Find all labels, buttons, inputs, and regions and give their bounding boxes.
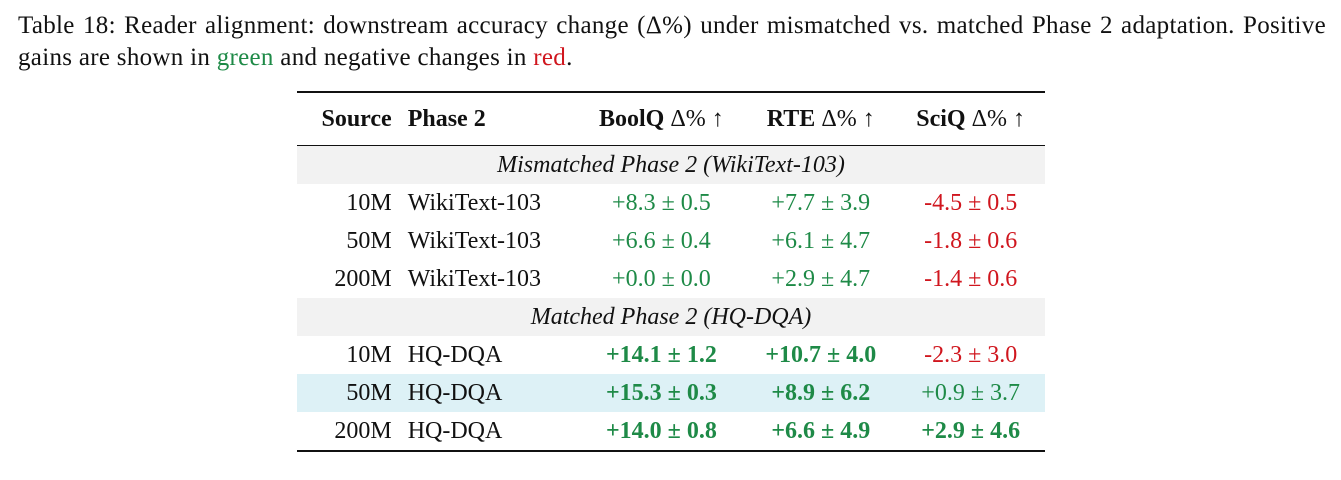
header-row: Source Phase 2 BoolQ Δ% ↑ RTE Δ% ↑ SciQ Δ% ↑ (297, 92, 1045, 146)
column-header: Source (297, 92, 400, 146)
mean: -4.5 (924, 189, 963, 216)
value-cell: -4.5 ± 0.5 (896, 184, 1045, 222)
mean: +6.6 (612, 227, 656, 254)
value-cell: -2.3 ± 3.0 (896, 336, 1045, 374)
header-name: SciQ (916, 105, 966, 132)
error: ± 0.3 (667, 379, 717, 406)
data-row: 10M WikiText-103 +8.3 ± 0.5 +7.7 ± 3.9 -4.5 … (297, 184, 1045, 222)
source-cell: 200M (334, 417, 392, 444)
error: ± 4.7 (820, 227, 871, 254)
phase-cell: HQ-DQA (407, 341, 503, 368)
error: ± 6.2 (821, 379, 871, 406)
error: ± 4.6 (970, 417, 1021, 444)
source-cell: 50M (346, 227, 392, 254)
group-title: Matched Phase 2 (HQ-DQA) (297, 298, 1045, 336)
value-cell: +0.9 ± 3.7 (896, 374, 1045, 412)
mean: -1.4 (924, 265, 963, 292)
mean: +15.3 (605, 379, 662, 406)
value-cell: +6.6 ± 0.4 (578, 222, 746, 260)
phase-cell: WikiText-103 (407, 227, 542, 254)
header-name: BoolQ (599, 105, 665, 132)
phase-cell: WikiText-103 (407, 189, 542, 216)
error: ± 0.5 (661, 189, 711, 216)
header-unit: Δ% ↑ (821, 105, 875, 132)
header-name: RTE (766, 105, 816, 132)
mean: +14.0 (605, 417, 662, 444)
value-cell: +14.0 ± 0.8 (578, 412, 746, 451)
mean: -2.3 (924, 341, 963, 368)
header-unit: Δ% ↑ (670, 105, 724, 132)
error: ± 0.5 (968, 189, 1018, 216)
source-cell: 50M (297, 374, 400, 412)
value-cell: +2.9 ± 4.7 (745, 260, 896, 298)
mean: +10.7 (765, 341, 822, 368)
group-row: Mismatched Phase 2 (WikiText-103) (297, 145, 1045, 184)
error: ± 3.7 (970, 379, 1021, 406)
caption: Table 18: Reader alignment: downstream a… (18, 10, 1326, 74)
group-row: Matched Phase 2 (HQ-DQA) (297, 298, 1045, 336)
column-header: RTE Δ% ↑ (745, 92, 897, 146)
mean: +7.7 (771, 189, 815, 216)
value-cell: +6.1 ± 4.7 (745, 222, 896, 260)
header-unit: Δ% ↑ (971, 105, 1026, 132)
header-name: Source (321, 105, 392, 132)
caption-text: Table 18: Reader alignment: downstream a… (18, 12, 1326, 71)
phase-cell: HQ-DQA (399, 374, 578, 412)
error: ± 0.6 (968, 227, 1018, 254)
data-row: 50M WikiText-103 +6.6 ± 0.4 +6.1 ± 4.7 -1.8 … (297, 222, 1045, 260)
phase-cell: WikiText-103 (407, 265, 542, 292)
data-row: 200M HQ-DQA +14.0 ± 0.8 +6.6 ± 4.9 +2.9 ± 4.… (297, 412, 1045, 451)
mean: +2.9 (921, 417, 965, 444)
caption-text: red (533, 44, 567, 71)
mean: -1.8 (924, 227, 963, 254)
value-cell: +15.3 ± 0.3 (577, 374, 746, 412)
source-cell: 200M (334, 265, 392, 292)
value-cell: +8.9 ± 6.2 (745, 374, 897, 412)
caption-text: and negative changes in (273, 44, 534, 71)
value-cell: +2.9 ± 4.6 (896, 412, 1045, 451)
data-row: 50M HQ-DQA +15.3 ± 0.3 +8.9 ± 6.2 +0.9 ± 3.7 (297, 374, 1045, 412)
column-header: BoolQ Δ% ↑ (577, 92, 746, 146)
mean: +8.3 (612, 189, 656, 216)
error: ± 0.4 (661, 227, 711, 254)
mean: +6.6 (771, 417, 816, 444)
error: ± 0.6 (968, 265, 1018, 292)
mean: +0.0 (612, 265, 656, 292)
value-cell: -1.4 ± 0.6 (896, 260, 1045, 298)
source-cell: 10M (346, 341, 392, 368)
caption-text: green (216, 44, 274, 71)
results-table: Source Phase 2 BoolQ Δ% ↑ RTE Δ% ↑ SciQ Δ% ↑… (297, 91, 1045, 452)
value-cell: +7.7 ± 3.9 (745, 184, 896, 222)
caption-text: . (566, 44, 573, 71)
mean: +0.9 (921, 379, 965, 406)
source-cell: 10M (346, 189, 392, 216)
error: ± 1.2 (667, 341, 717, 368)
error: ± 4.0 (827, 341, 877, 368)
error: ± 0.0 (661, 265, 711, 292)
value-cell: +0.0 ± 0.0 (578, 260, 746, 298)
value-cell: +10.7 ± 4.0 (745, 336, 896, 374)
group-title: Mismatched Phase 2 (WikiText-103) (297, 145, 1045, 184)
phase-cell: HQ-DQA (407, 417, 503, 444)
error: ± 4.9 (821, 417, 871, 444)
mean: +6.1 (771, 227, 815, 254)
value-cell: +8.3 ± 0.5 (578, 184, 746, 222)
error: ± 3.9 (820, 189, 871, 216)
data-row: 10M HQ-DQA +14.1 ± 1.2 +10.7 ± 4.0 -2.3 ± 3.… (297, 336, 1045, 374)
column-header: SciQ Δ% ↑ (896, 92, 1045, 146)
error: ± 4.7 (820, 265, 871, 292)
header-name: Phase 2 (407, 105, 486, 132)
value-cell: +14.1 ± 1.2 (578, 336, 746, 374)
error: ± 0.8 (667, 417, 717, 444)
column-header: Phase 2 (399, 92, 578, 146)
mean: +14.1 (605, 341, 662, 368)
mean: +8.9 (771, 379, 816, 406)
data-row: 200M WikiText-103 +0.0 ± 0.0 +2.9 ± 4.7 -1.4… (297, 260, 1045, 298)
value-cell: -1.8 ± 0.6 (896, 222, 1045, 260)
mean: +2.9 (771, 265, 815, 292)
value-cell: +6.6 ± 4.9 (745, 412, 896, 451)
error: ± 3.0 (968, 341, 1018, 368)
